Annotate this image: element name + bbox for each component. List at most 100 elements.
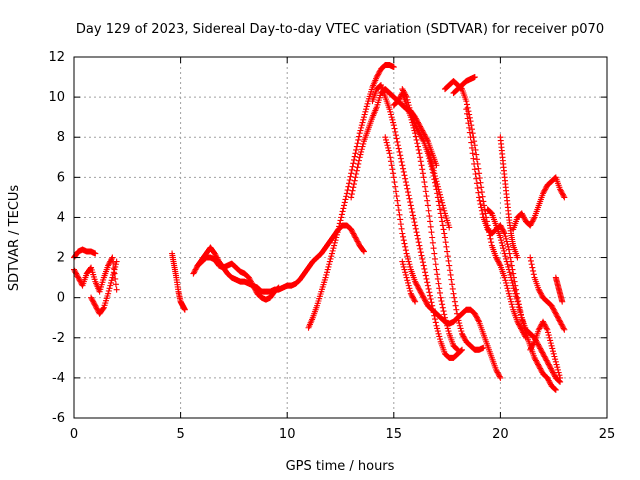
data-point-marker [361, 111, 368, 118]
data-point-marker [400, 237, 407, 244]
data-point-marker [348, 194, 355, 201]
data-point-marker [422, 188, 429, 195]
data-point-marker [405, 102, 412, 109]
data-point-marker [389, 116, 396, 123]
data-point-marker [458, 347, 465, 354]
data-point-marker [514, 298, 521, 305]
data-point-marker [405, 258, 412, 265]
data-point-marker [412, 122, 419, 129]
data-point-marker [434, 328, 441, 335]
data-point-marker [544, 326, 551, 333]
data-point-marker [396, 148, 403, 155]
data-point-marker [250, 283, 257, 290]
data-point-marker [447, 271, 454, 278]
data-point-marker [500, 229, 507, 236]
data-point-marker [515, 321, 522, 328]
data-point-marker [548, 302, 555, 309]
data-point-marker [508, 277, 515, 284]
data-point-marker [502, 233, 509, 240]
data-point-marker [424, 279, 431, 286]
data-point-marker [476, 197, 483, 204]
data-point-marker [213, 253, 220, 260]
data-point-marker [417, 154, 424, 161]
data-point-marker [434, 271, 441, 278]
data-point-marker [551, 353, 558, 360]
data-point-marker [488, 209, 495, 216]
data-point-marker [432, 175, 439, 182]
data-point-marker [414, 127, 421, 134]
data-point-marker [351, 233, 358, 240]
data-point-marker [382, 134, 389, 141]
data-point-marker [88, 294, 95, 301]
data-point-marker [348, 191, 355, 198]
data-point-marker [537, 365, 544, 372]
data-point-marker [561, 326, 568, 333]
data-point-marker [547, 380, 554, 387]
data-point-marker [405, 279, 412, 286]
data-point-marker [355, 239, 362, 246]
data-point-marker [452, 302, 459, 309]
data-point-marker [402, 91, 409, 98]
data-point-marker [413, 124, 420, 131]
data-point-marker [510, 270, 517, 277]
data-point-marker [471, 160, 478, 167]
data-point-marker [441, 230, 448, 237]
data-point-marker [559, 191, 566, 198]
data-point-marker [423, 275, 430, 282]
data-point-marker [107, 258, 114, 265]
data-point-marker [343, 190, 350, 197]
data-point-marker [375, 71, 382, 78]
data-point-marker [510, 282, 517, 289]
data-point-marker [436, 289, 443, 296]
data-point-marker [354, 140, 361, 147]
data-point-marker [397, 216, 404, 223]
data-point-marker [429, 164, 436, 171]
data-point-marker [377, 82, 384, 89]
data-point-marker [451, 298, 458, 305]
data-point-marker [553, 361, 560, 368]
data-point-marker [498, 223, 505, 230]
data-point-marker [404, 185, 411, 192]
data-point-marker [73, 271, 80, 278]
data-point-marker [388, 114, 395, 121]
data-point-marker [504, 241, 511, 248]
data-point-marker [527, 345, 534, 352]
data-point-marker [459, 330, 466, 337]
data-point-marker [386, 106, 393, 113]
data-point-marker [418, 290, 425, 297]
data-point-marker [326, 261, 333, 268]
data-point-marker [434, 275, 441, 282]
data-point-marker [418, 252, 425, 259]
data-point-marker [397, 221, 404, 228]
data-point-marker [400, 88, 407, 95]
data-point-marker [505, 266, 512, 273]
x-tick-label: 5 [176, 427, 184, 442]
data-point-marker [274, 285, 281, 292]
data-point-marker [375, 70, 382, 77]
data-point-marker [497, 234, 504, 241]
data-point-marker [419, 291, 426, 298]
data-point-marker [531, 354, 538, 361]
data-point-marker [424, 202, 431, 209]
data-point-marker [110, 259, 117, 266]
data-point-marker [112, 263, 119, 270]
data-point-marker [498, 237, 505, 244]
data-point-marker [471, 166, 478, 173]
data-point-marker [407, 287, 414, 294]
data-point-marker [247, 277, 254, 284]
data-point-marker [105, 261, 112, 268]
data-point-marker [408, 291, 415, 298]
data-point-marker [463, 110, 470, 117]
data-point-marker [549, 304, 556, 311]
data-point-marker [433, 266, 440, 273]
data-point-marker [392, 132, 399, 139]
data-point-marker [548, 366, 555, 373]
data-point-marker [328, 253, 335, 260]
data-point-marker [504, 285, 511, 292]
data-point-marker [406, 285, 413, 292]
data-point-marker [346, 180, 353, 187]
data-point-marker [417, 289, 424, 296]
data-point-marker [496, 261, 503, 268]
data-point-marker [445, 257, 452, 264]
data-point-marker [476, 194, 483, 201]
